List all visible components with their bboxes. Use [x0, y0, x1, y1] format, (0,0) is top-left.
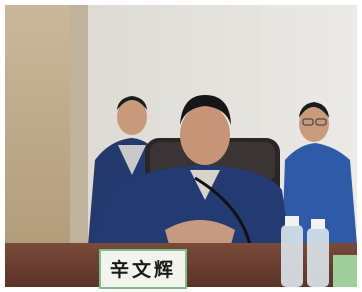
page: {"nameplate": "辛文辉"}: [0, 0, 362, 292]
nameplate: 辛文辉: [100, 250, 186, 288]
scene: 辛文辉: [5, 5, 357, 288]
door-frame: [70, 5, 88, 245]
photo: 辛文辉: [0, 0, 362, 292]
tissue-box: [333, 255, 357, 287]
nameplate-text: 辛文辉: [110, 258, 176, 281]
